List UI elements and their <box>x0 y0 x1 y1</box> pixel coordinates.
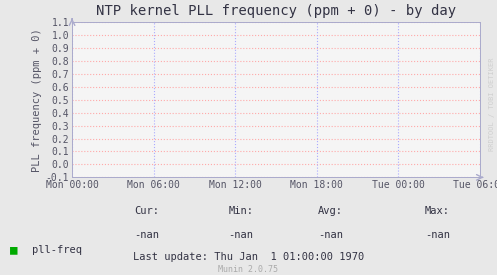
Text: Max:: Max: <box>425 207 450 216</box>
Text: Avg:: Avg: <box>318 207 343 216</box>
Title: NTP kernel PLL frequency (ppm + 0) - by day: NTP kernel PLL frequency (ppm + 0) - by … <box>96 4 456 18</box>
Text: -nan: -nan <box>425 230 450 240</box>
Text: Munin 2.0.75: Munin 2.0.75 <box>219 265 278 274</box>
Text: pll-freq: pll-freq <box>32 245 83 255</box>
Y-axis label: PLL frequency (ppm + 0): PLL frequency (ppm + 0) <box>32 28 42 172</box>
Text: Min:: Min: <box>229 207 253 216</box>
Text: -nan: -nan <box>134 230 159 240</box>
Text: ■: ■ <box>10 244 17 257</box>
Text: Last update: Thu Jan  1 01:00:00 1970: Last update: Thu Jan 1 01:00:00 1970 <box>133 252 364 262</box>
Text: -nan: -nan <box>229 230 253 240</box>
Text: RRDTOOL / TOBI OETIKER: RRDTOOL / TOBI OETIKER <box>489 58 495 151</box>
Text: Cur:: Cur: <box>134 207 159 216</box>
Text: -nan: -nan <box>318 230 343 240</box>
